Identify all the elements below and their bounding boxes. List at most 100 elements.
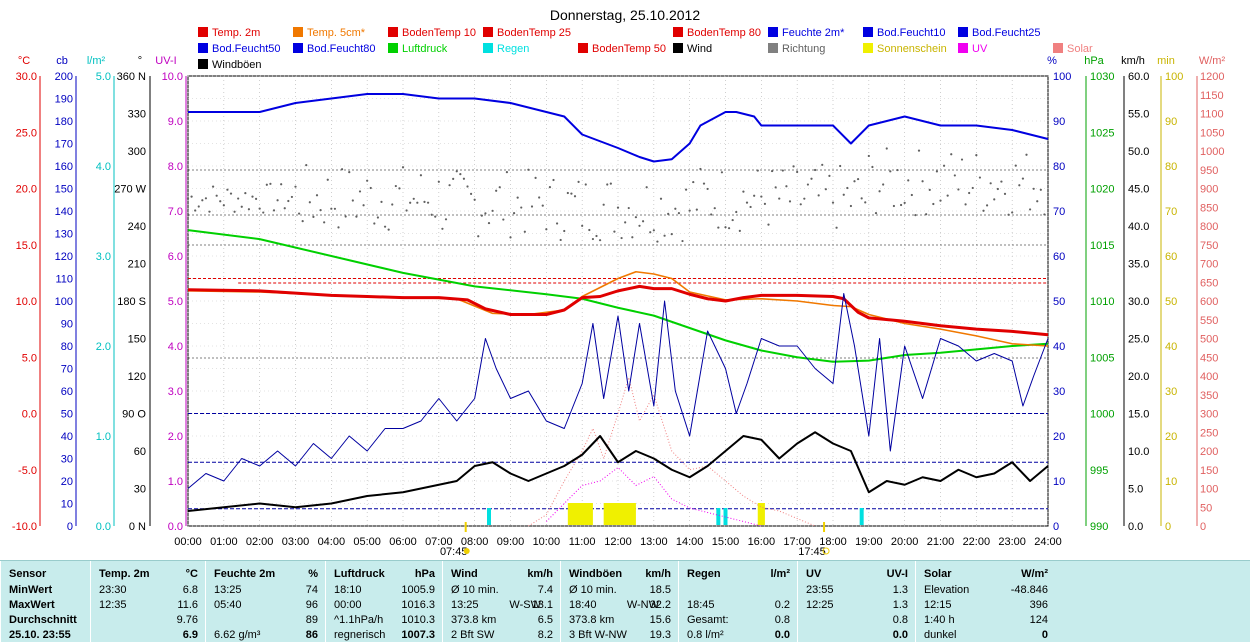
stats-row-note: 2 Bft SW xyxy=(451,629,495,641)
axis-tick-label: 210 xyxy=(128,259,146,271)
stats-unit: °C xyxy=(185,568,198,580)
wind-direction-point xyxy=(892,204,896,208)
axis-tick-label: 450 xyxy=(1200,352,1218,364)
axis-tick-label: 30.0 xyxy=(1128,296,1149,308)
axis-tick-label: 400 xyxy=(1200,371,1218,383)
wind-direction-point xyxy=(208,210,211,213)
wind-direction-point xyxy=(631,236,634,239)
wind-direction-point xyxy=(910,193,913,197)
wind-direction-point xyxy=(702,182,706,185)
axis-tick-label: 360 N xyxy=(117,71,146,83)
wind-average-series xyxy=(187,431,1049,512)
legend-label: Regen xyxy=(497,43,529,55)
axis-tick-label: 190 xyxy=(55,94,73,106)
stats-row-value: 74 xyxy=(305,584,318,596)
axis-tick-label: 1100 xyxy=(1200,109,1224,121)
axis-tick-label: 20 xyxy=(1053,431,1065,443)
wind-direction-point xyxy=(362,204,365,207)
stats-row-value: 0.2 xyxy=(774,599,790,611)
axis-tick-label: 20 xyxy=(61,476,73,488)
wind-direction-point xyxy=(1036,200,1039,203)
wind-direction-point xyxy=(1003,192,1007,195)
wind-direction-point xyxy=(971,186,974,190)
axis-tick-label: 130 xyxy=(55,229,73,241)
wind-direction-point xyxy=(699,167,702,171)
wind-direction-point xyxy=(312,215,315,218)
wind-direction-point xyxy=(566,191,569,195)
axis-tick-label: 2.0 xyxy=(168,431,183,443)
wind-direction-point xyxy=(935,170,939,173)
axis-tick-label: 270 W xyxy=(114,184,146,196)
wind-direction-point xyxy=(706,187,709,191)
wind-direction-point xyxy=(917,149,921,152)
legend-swatch xyxy=(863,43,873,53)
axis-tick-label: 0.0 xyxy=(1128,521,1143,533)
wind-direction-point xyxy=(770,169,774,173)
stats-row-note: 23:55 xyxy=(806,584,834,596)
stats-row-note: 12:15 xyxy=(924,599,952,611)
axis-tick-label: 5.0 xyxy=(96,71,111,83)
wind-direction-point xyxy=(882,183,885,186)
stats-row-note: 373.8 km xyxy=(569,614,615,626)
stats-row-note: 3 Bft W-NW xyxy=(569,629,627,641)
stats-row-note: 1:40 h xyxy=(924,614,955,626)
legend-label: Bod.Feucht10 xyxy=(877,27,946,39)
wind-direction-point xyxy=(437,180,440,183)
wind-direction-point xyxy=(186,197,190,200)
axis-tick-label: 20 xyxy=(1165,431,1177,443)
chart-title: Donnerstag, 25.10.2012 xyxy=(550,7,700,23)
wind-direction-point xyxy=(899,203,903,207)
stats-row-value: 0.0 xyxy=(774,629,790,641)
axis-tick-label: 1050 xyxy=(1200,127,1224,139)
wind-direction-point xyxy=(856,177,860,181)
axis-tick-label: 50.0 xyxy=(1128,146,1149,158)
wind-direction-point xyxy=(828,174,831,177)
wind-direction-point xyxy=(577,180,580,183)
axis-tick-label: 10.0 xyxy=(1128,446,1149,458)
axis-tick-label: 10 xyxy=(1053,476,1065,488)
axis-tick-label: 900 xyxy=(1200,184,1218,196)
axis-tick-label: 1010 xyxy=(1090,296,1114,308)
wind-direction-point xyxy=(649,231,652,234)
axis-tick-label: 30 xyxy=(1165,386,1177,398)
axis-tick-label: 330 xyxy=(128,109,146,121)
wind-direction-point xyxy=(570,192,573,195)
stats-row-note: Gesamt: xyxy=(687,614,729,626)
stats-row-value: 1007.3 xyxy=(401,629,435,641)
axis-tick-label: 150 xyxy=(1200,465,1218,477)
x-tick-label: 06:00 xyxy=(389,536,417,548)
wind-direction-point xyxy=(516,196,519,199)
wind-direction-point xyxy=(835,226,838,229)
axis-tick-label: 550 xyxy=(1200,315,1218,327)
axis-tick-label: 0 xyxy=(67,521,73,533)
axis-tick-label: 150 xyxy=(128,334,146,346)
stats-row-label: 25.10. 23:55 xyxy=(9,629,71,641)
x-tick-label: 20:00 xyxy=(891,536,919,548)
wind-direction-point xyxy=(380,200,383,204)
axis-unit-label: min xyxy=(1157,55,1175,67)
wind-direction-point xyxy=(373,222,376,225)
wind-direction-point xyxy=(688,209,691,212)
x-tick-label: 07:00 xyxy=(425,536,453,548)
wind-direction-point xyxy=(211,185,215,188)
axis-tick-label: 90 xyxy=(61,319,73,331)
wind-direction-point xyxy=(896,168,899,172)
axis-tick-label: 40.0 xyxy=(1128,221,1149,233)
wind-direction-point xyxy=(419,174,423,177)
wind-direction-point xyxy=(624,221,627,224)
wind-direction-point xyxy=(964,203,967,206)
wind-direction-point xyxy=(344,215,347,218)
axis-tick-label: 350 xyxy=(1200,390,1218,402)
legend-label: Wind xyxy=(687,43,712,55)
stats-row-value: 96 xyxy=(305,599,318,611)
wind-direction-point xyxy=(942,164,946,167)
axis-tick-label: 4.0 xyxy=(168,341,183,353)
wind-direction-point xyxy=(416,201,419,204)
wind-direction-point xyxy=(681,239,684,243)
wind-direction-point xyxy=(194,209,197,212)
wind-direction-point xyxy=(323,221,326,224)
wind-direction-point xyxy=(401,166,405,169)
stats-header: UV xyxy=(806,568,822,580)
wind-direction-point xyxy=(799,203,802,206)
legend-swatch xyxy=(293,43,303,53)
